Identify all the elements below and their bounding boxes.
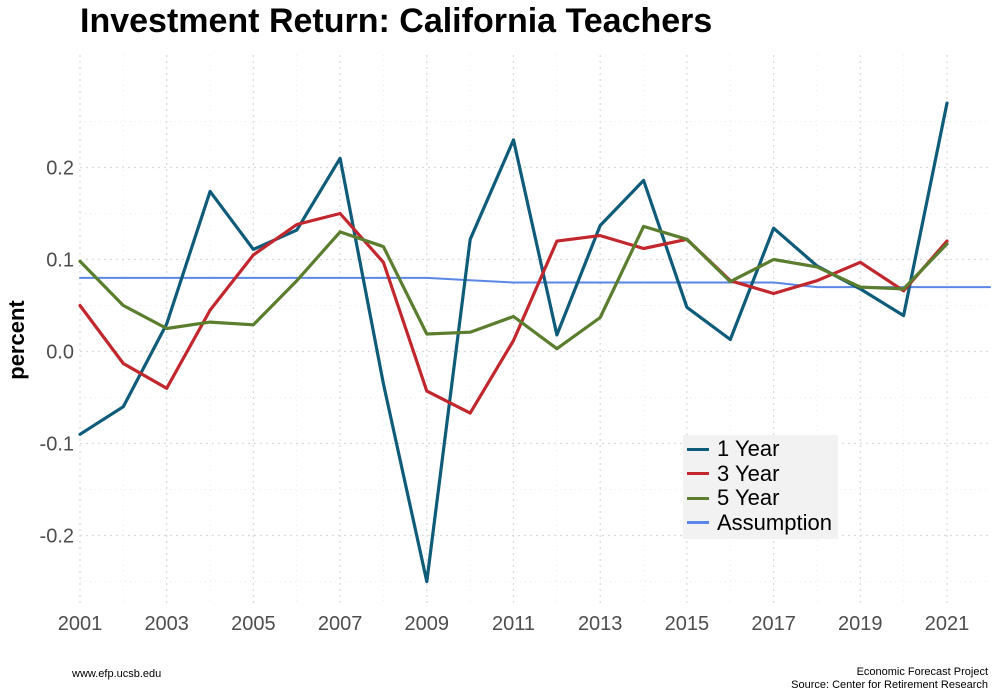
footer-website: www.efp.ucsb.edu [72,668,162,680]
series-line-1-year [78,101,949,584]
legend-swatch [687,496,709,500]
legend-label: Assumption [717,509,832,535]
legend-swatch [687,472,709,476]
x-tick-labels: 2001 2003 2005 2007 2009 2011 2013 2015 2017 2019… [58,613,970,635]
series-line-5-year [78,224,949,351]
y-tick-labels: -0.2 -0.1 0.0 0.1 0.2 [40,158,74,548]
x-tick-label: 2013 [578,613,623,635]
series-lines [78,101,991,584]
x-tick-label: 2005 [231,613,276,635]
legend-label: 3 Year [717,460,780,486]
legend-item-1-year: 1 Year [687,436,832,462]
x-tick-label: 2011 [492,613,535,635]
x-tick-label: 2003 [144,613,189,635]
series-line-assumption [79,276,991,289]
footer-credits: Economic Forecast Project Source: Center… [791,666,988,692]
legend-label: 1 Year [717,436,780,462]
grid-lines [79,55,990,605]
y-tick-label: -0.1 [40,434,74,456]
legend-item-3-year: 3 Year [687,460,832,487]
series-line-3-year [78,211,949,415]
footer-project: Economic Forecast Project [856,666,988,678]
y-tick-label: 0.0 [46,342,74,364]
legend-item-5-year: 5 Year [687,485,832,511]
y-tick-label: 0.1 [46,250,74,272]
legend-item-assumption: Assumption [687,509,832,536]
x-tick-label: 2009 [405,613,450,635]
legend-label: 5 Year [717,485,780,511]
x-tick-label: 2019 [838,613,883,635]
x-tick-label: 2021 [925,613,970,635]
chart-legend: 1 Year 3 Year 5 Year Assumption [683,435,838,539]
legend-swatch [687,447,709,451]
x-tick-label: 2001 [58,613,103,635]
y-tick-label: -0.2 [40,526,74,548]
footer-source: Source: Center for Retirement Research [791,679,988,691]
x-tick-label: 2017 [751,613,796,635]
legend-swatch [687,521,709,525]
y-tick-label: 0.2 [46,158,74,180]
x-tick-label: 2015 [665,613,710,635]
chart-title: Investment Return: California Teachers [80,2,713,40]
x-tick-label: 2007 [318,613,363,635]
